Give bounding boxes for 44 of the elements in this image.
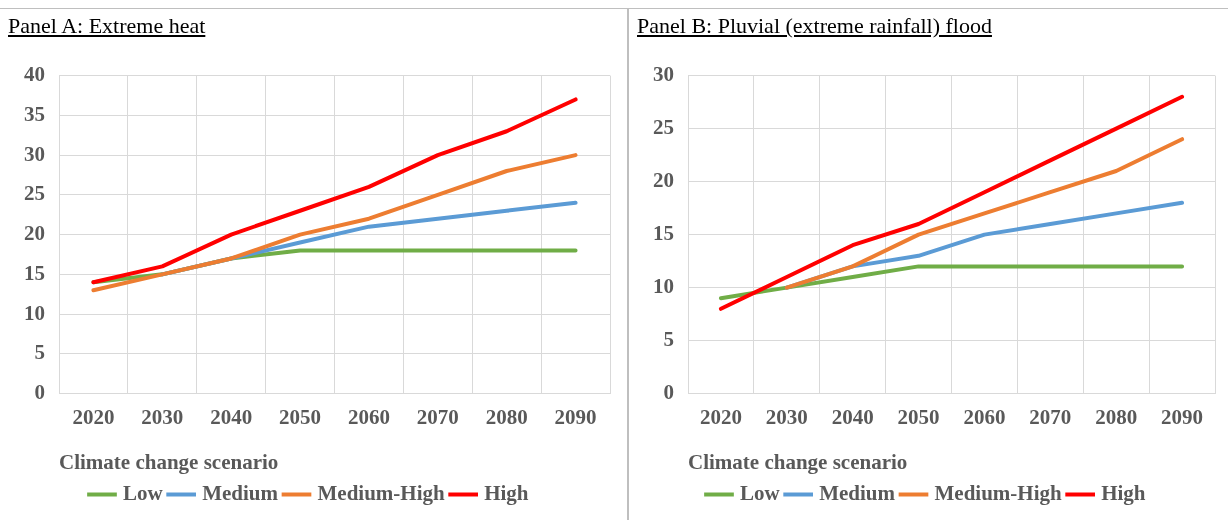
legend-label: High [1101, 480, 1146, 505]
legend-label: Medium [819, 480, 896, 505]
chart-title: Panel B: Pluvial (extreme rainfall) flood [637, 13, 992, 39]
x-tick-label: 2090 [1161, 404, 1204, 429]
x-tick-label: 2030 [765, 404, 808, 429]
x-axis-title: Climate change scenario [688, 449, 908, 474]
y-tick-label: 5 [34, 340, 45, 365]
y-tick-label: 25 [653, 115, 674, 140]
y-tick-label: 25 [24, 181, 45, 206]
x-tick-label: 2020 [699, 404, 742, 429]
y-tick-label: 0 [34, 380, 45, 405]
x-axis-title: Climate change scenario [59, 449, 279, 474]
y-tick-label: 35 [24, 101, 45, 126]
x-tick-label: 2050 [279, 404, 322, 429]
y-tick-label: 30 [24, 141, 45, 166]
y-tick-label: 20 [24, 221, 45, 246]
x-tick-label: 2080 [485, 404, 528, 429]
y-tick-label: 10 [653, 274, 674, 299]
y-tick-label: 15 [24, 260, 45, 285]
y-tick-label: 30 [653, 62, 674, 87]
legend-label: Medium-High [934, 480, 1062, 505]
x-tick-label: 2040 [210, 404, 253, 429]
y-tick-label: 15 [653, 221, 674, 246]
x-tick-label: 2050 [897, 404, 940, 429]
y-tick-label: 0 [663, 380, 674, 405]
x-tick-label: 2030 [141, 404, 184, 429]
legend-label: Low [122, 480, 164, 505]
chart-title: Panel A: Extreme heat [8, 13, 206, 39]
x-tick-label: 2070 [1029, 404, 1072, 429]
x-tick-label: 2070 [416, 404, 459, 429]
x-tick-label: 2040 [831, 404, 874, 429]
legend-label: Medium-High [317, 480, 445, 505]
x-tick-label: 2060 [963, 404, 1006, 429]
y-tick-label: 40 [24, 62, 45, 87]
x-tick-label: 2090 [554, 404, 597, 429]
x-tick-label: 2060 [347, 404, 390, 429]
legend-label: Medium [202, 480, 279, 505]
legend-label: High [484, 480, 529, 505]
y-tick-label: 5 [663, 327, 674, 352]
x-tick-label: 2020 [72, 404, 115, 429]
legend-label: Low [739, 480, 781, 505]
y-tick-label: 10 [24, 300, 45, 325]
y-tick-label: 20 [653, 168, 674, 193]
x-tick-label: 2080 [1095, 404, 1138, 429]
